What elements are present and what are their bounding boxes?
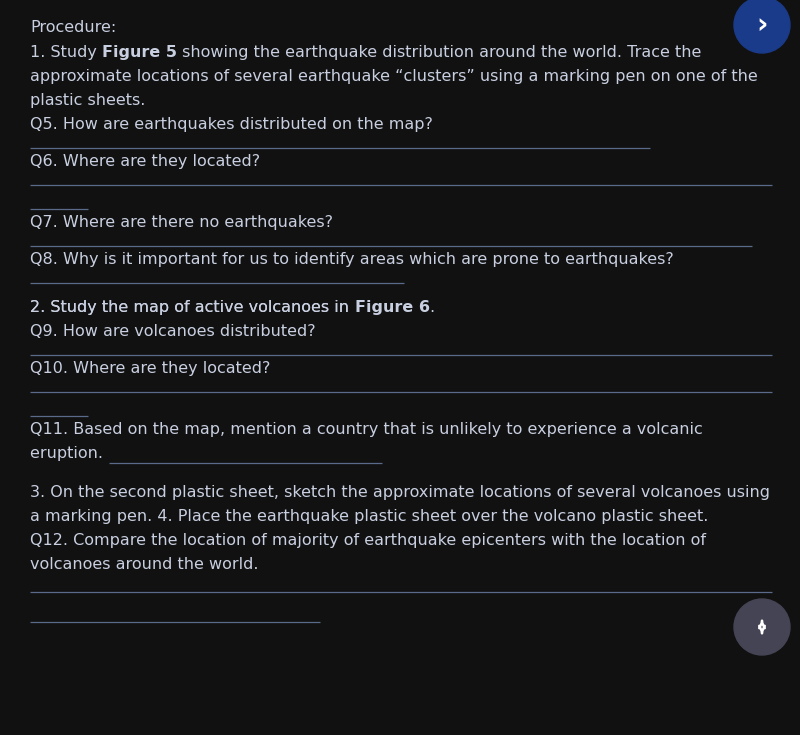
Text: 1. Study: 1. Study — [30, 45, 102, 60]
Text: 2. Study the map of active volcanoes in: 2. Study the map of active volcanoes in — [30, 300, 354, 315]
Text: Q5. How are earthquakes distributed on the map?: Q5. How are earthquakes distributed on t… — [30, 117, 434, 132]
Text: 2. Study the map of active volcanoes in: 2. Study the map of active volcanoes in — [30, 300, 354, 315]
Text: Q9. How are volcanoes distributed?: Q9. How are volcanoes distributed? — [30, 324, 316, 339]
Text: volcanoes around the world.: volcanoes around the world. — [30, 557, 259, 572]
Text: showing the earthquake distribution around the world. Trace the: showing the earthquake distribution arou… — [178, 45, 702, 60]
Text: Procedure:: Procedure: — [30, 20, 117, 35]
Text: Figure 6: Figure 6 — [354, 300, 430, 315]
Text: Q10. Where are they located?: Q10. Where are they located? — [30, 361, 270, 376]
Text: approximate locations of several earthquake “clusters” using a marking pen on on: approximate locations of several earthqu… — [30, 69, 758, 84]
Text: plastic sheets.: plastic sheets. — [30, 93, 146, 108]
Text: eruption.: eruption. — [30, 446, 109, 461]
Text: a marking pen. 4. Place the earthquake plastic sheet over the volcano plastic sh: a marking pen. 4. Place the earthquake p… — [30, 509, 709, 524]
Text: Q6. Where are they located?: Q6. Where are they located? — [30, 154, 261, 169]
Text: Figure 5: Figure 5 — [102, 45, 178, 60]
Text: .: . — [430, 300, 434, 315]
Text: ›: › — [756, 11, 768, 39]
Text: Q8. Why is it important for us to identify areas which are prone to earthquakes?: Q8. Why is it important for us to identi… — [30, 252, 674, 267]
Text: Q11. Based on the map, mention a country that is unlikely to experience a volcan: Q11. Based on the map, mention a country… — [30, 422, 703, 437]
Text: Q7. Where are there no earthquakes?: Q7. Where are there no earthquakes? — [30, 215, 334, 230]
Circle shape — [734, 599, 790, 655]
Text: Q12. Compare the location of majority of earthquake epicenters with the location: Q12. Compare the location of majority of… — [30, 533, 706, 548]
Text: 3. On the second plastic sheet, sketch the approximate locations of several volc: 3. On the second plastic sheet, sketch t… — [30, 485, 770, 500]
Circle shape — [734, 0, 790, 53]
